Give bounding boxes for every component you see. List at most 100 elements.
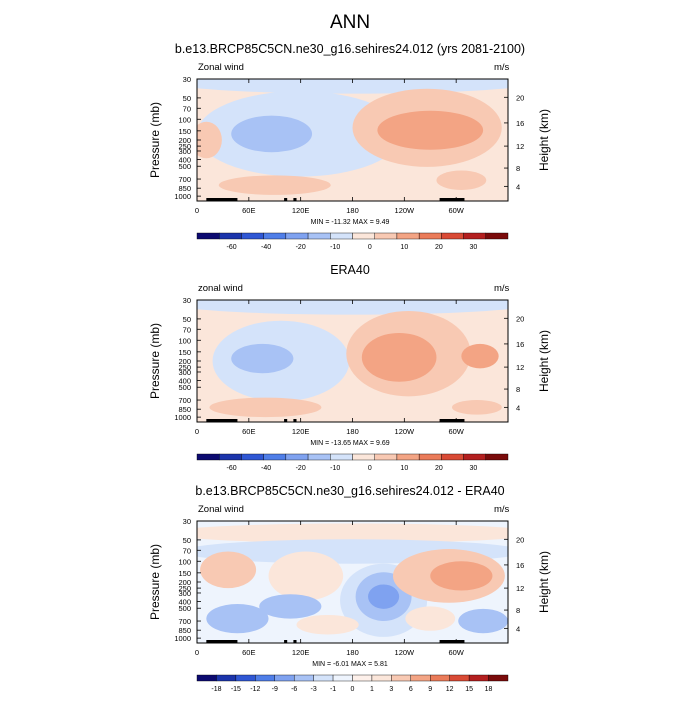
contour-region (231, 115, 313, 153)
contour-region (197, 300, 508, 315)
topography-bar (206, 640, 225, 643)
colorbar-label: -10 (330, 244, 340, 251)
y-tick-label: 70 (183, 546, 191, 555)
x-tick-label: 0 (195, 427, 199, 436)
colorbar-swatch (307, 453, 331, 461)
colorbar-swatch (196, 453, 220, 461)
colorbar-label: 12 (446, 686, 454, 693)
contour-fill (197, 523, 508, 637)
topography-bar (284, 198, 288, 201)
colorbar-label: -1 (330, 686, 336, 693)
colorbar-swatch (332, 674, 353, 682)
colorbar-swatch (307, 232, 331, 240)
colorbar-swatch (313, 674, 334, 682)
topography-bar (284, 640, 288, 643)
y-tick-label: 150 (178, 569, 191, 578)
contour-region (461, 343, 499, 369)
y-tick-label: 1000 (174, 634, 191, 643)
contour-region (197, 523, 508, 543)
colorbar-swatch (330, 453, 353, 461)
y-tick-label: 250 (178, 142, 191, 151)
colorbar-label: 15 (465, 686, 473, 693)
colorbar-label: 0 (368, 465, 372, 472)
colorbar-swatch (263, 232, 287, 240)
x-tick-label: 60W (448, 206, 464, 215)
colorbar-swatch (441, 453, 464, 461)
y-tick-label: 30 (183, 75, 191, 84)
x-tick-label: 180 (346, 648, 359, 657)
x-tick-label: 120E (292, 427, 310, 436)
colorbar-label: -15 (231, 686, 241, 693)
contour-region (259, 594, 322, 619)
topography-bar (293, 640, 297, 643)
colorbar-label: 20 (435, 244, 443, 251)
topography-bar (206, 198, 225, 201)
variable-label: Zonal wind (198, 504, 244, 515)
colorbar-swatch (449, 674, 470, 682)
min-max-label: MIN = -11.32 MAX = 9.49 (310, 219, 390, 226)
y-tick-label: 400 (178, 598, 191, 607)
y-tick-label: 100 (178, 115, 191, 124)
contour-region (458, 608, 508, 634)
y-right-axis-title: Height (km) (537, 551, 551, 613)
y-tick-label: 100 (178, 336, 191, 345)
colorbar-swatch (235, 674, 256, 682)
colorbar-label: -60 (226, 244, 236, 251)
colorbar-swatch (485, 453, 509, 461)
colorbar-label: 3 (389, 686, 393, 693)
contour-region (268, 551, 344, 601)
panel-title: ERA40 (330, 263, 370, 277)
main-title: ANN (329, 12, 371, 33)
topography-bar (439, 198, 465, 201)
colorbar-swatch (430, 674, 450, 682)
y-tick-label: 70 (183, 325, 191, 334)
x-tick-label: 180 (346, 206, 359, 215)
contour-region (296, 614, 359, 635)
y-right-tick-label: 8 (516, 164, 520, 173)
colorbar-swatch (219, 453, 242, 461)
y-tick-label: 700 (178, 396, 191, 405)
contour-region (430, 561, 493, 591)
x-tick-label: 60W (448, 648, 464, 657)
y-right-tick-label: 8 (516, 606, 520, 615)
contour-region (218, 175, 331, 195)
x-tick-label: 180 (346, 427, 359, 436)
topography-bar (221, 640, 238, 643)
colorbar-label: -18 (211, 686, 221, 693)
colorbar-swatch (463, 453, 486, 461)
y-tick-label: 50 (183, 315, 191, 324)
colorbar-label: 0 (351, 686, 355, 693)
variable-label: Zonal wind (198, 62, 244, 73)
colorbar-label: 9 (428, 686, 432, 693)
topography-bar (284, 419, 288, 422)
chart-svg: 3050701001502002503004005007008501000201… (148, 296, 551, 472)
y-tick-label: 50 (183, 94, 191, 103)
x-tick-label: 60E (242, 427, 255, 436)
y-tick-label: 300 (178, 368, 191, 377)
y-right-tick-label: 20 (516, 93, 524, 102)
x-tick-label: 120W (395, 427, 416, 436)
y-tick-label: 30 (183, 517, 191, 526)
y-right-tick-label: 20 (516, 535, 524, 544)
y-right-tick-label: 8 (516, 385, 520, 394)
colorbar-swatch (441, 232, 464, 240)
y-tick-label: 50 (183, 536, 191, 545)
colorbar-swatch (285, 232, 309, 240)
y-tick-label: 300 (178, 589, 191, 598)
y-tick-label: 150 (178, 127, 191, 136)
colorbar-swatch (352, 453, 375, 461)
x-tick-label: 60E (242, 648, 255, 657)
y-tick-label: 300 (178, 147, 191, 156)
x-tick-label: 60E (242, 206, 255, 215)
y-right-tick-label: 16 (516, 119, 524, 128)
y-right-tick-label: 4 (516, 624, 520, 633)
y-tick-label: 100 (178, 557, 191, 566)
colorbar-label: -12 (250, 686, 260, 693)
colorbar-label: -20 (296, 465, 306, 472)
colorbar-label: 20 (435, 465, 443, 472)
colorbar-label: 30 (470, 244, 478, 251)
colorbar-swatch (468, 674, 489, 682)
contour-region (452, 400, 502, 415)
x-tick-label: 120W (395, 648, 416, 657)
min-max-label: MIN = -6.01 MAX = 5.81 (312, 661, 388, 668)
